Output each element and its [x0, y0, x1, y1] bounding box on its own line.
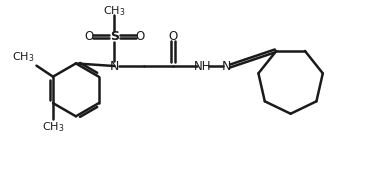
Text: CH$_3$: CH$_3$: [12, 50, 35, 64]
Text: O: O: [84, 30, 93, 43]
Text: S: S: [110, 30, 119, 43]
Text: CH$_3$: CH$_3$: [103, 4, 126, 18]
Text: N: N: [110, 60, 119, 72]
Text: N: N: [222, 60, 231, 72]
Text: NH: NH: [194, 60, 211, 72]
Text: CH$_3$: CH$_3$: [42, 120, 64, 134]
Text: O: O: [169, 30, 178, 43]
Text: O: O: [135, 30, 145, 43]
